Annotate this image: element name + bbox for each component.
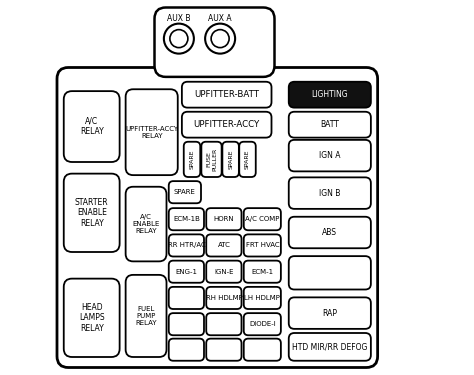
FancyBboxPatch shape [289, 177, 371, 209]
FancyBboxPatch shape [244, 234, 281, 256]
Circle shape [211, 30, 229, 48]
Text: DIODE-I: DIODE-I [249, 321, 276, 327]
Text: ATC: ATC [218, 243, 230, 249]
Text: UPFITTER-BATT: UPFITTER-BATT [194, 90, 259, 99]
Text: IGN B: IGN B [319, 189, 340, 198]
FancyBboxPatch shape [222, 142, 239, 177]
FancyBboxPatch shape [126, 275, 166, 357]
FancyBboxPatch shape [182, 82, 272, 108]
FancyBboxPatch shape [289, 217, 371, 248]
FancyBboxPatch shape [289, 112, 371, 138]
Text: IGN-E: IGN-E [214, 268, 234, 274]
FancyBboxPatch shape [169, 313, 204, 335]
Text: SPARE: SPARE [174, 189, 196, 195]
Text: UPFITTER-ACCY
RELAY: UPFITTER-ACCY RELAY [125, 126, 178, 139]
Text: SPARE: SPARE [228, 150, 233, 169]
FancyBboxPatch shape [206, 339, 241, 361]
FancyBboxPatch shape [64, 279, 119, 357]
FancyBboxPatch shape [169, 208, 204, 230]
FancyBboxPatch shape [244, 313, 281, 335]
Circle shape [170, 30, 188, 48]
Text: SPARE: SPARE [190, 150, 194, 169]
FancyBboxPatch shape [289, 82, 371, 108]
Text: AUX B: AUX B [167, 14, 191, 23]
FancyBboxPatch shape [169, 339, 204, 361]
FancyBboxPatch shape [289, 140, 371, 171]
FancyBboxPatch shape [57, 68, 378, 368]
FancyBboxPatch shape [206, 208, 241, 230]
Text: FUSE
PULLER: FUSE PULLER [206, 148, 217, 171]
FancyBboxPatch shape [169, 181, 201, 203]
FancyBboxPatch shape [182, 112, 272, 138]
Text: ABS: ABS [322, 228, 337, 237]
FancyBboxPatch shape [244, 339, 281, 361]
Text: LH HDLMP: LH HDLMP [245, 295, 280, 301]
FancyBboxPatch shape [206, 313, 241, 335]
Text: BATT: BATT [320, 120, 339, 129]
Text: IGN A: IGN A [319, 151, 340, 160]
Text: ECM-1: ECM-1 [251, 268, 273, 274]
FancyBboxPatch shape [126, 187, 166, 261]
Circle shape [164, 24, 194, 54]
FancyBboxPatch shape [289, 297, 371, 329]
FancyBboxPatch shape [169, 287, 204, 309]
FancyBboxPatch shape [169, 234, 204, 256]
Text: FRT HVAC: FRT HVAC [246, 243, 279, 249]
FancyBboxPatch shape [201, 142, 222, 177]
Text: AUX A: AUX A [208, 14, 232, 23]
FancyBboxPatch shape [155, 8, 274, 77]
FancyBboxPatch shape [184, 142, 200, 177]
Text: HTD MIR/RR DEFOG: HTD MIR/RR DEFOG [292, 342, 367, 351]
Text: HEAD
LAMPS
RELAY: HEAD LAMPS RELAY [79, 303, 104, 333]
FancyBboxPatch shape [169, 261, 204, 283]
FancyBboxPatch shape [64, 91, 119, 162]
FancyBboxPatch shape [206, 261, 241, 283]
Text: SPARE: SPARE [245, 150, 250, 169]
FancyBboxPatch shape [239, 142, 256, 177]
Text: ECM-1B: ECM-1B [173, 216, 200, 222]
Text: RAP: RAP [322, 309, 337, 318]
Text: LIGHTING: LIGHTING [311, 90, 348, 99]
Text: ENG-1: ENG-1 [175, 268, 197, 274]
FancyBboxPatch shape [126, 89, 178, 175]
Text: A/C COMP: A/C COMP [245, 216, 280, 222]
FancyBboxPatch shape [244, 287, 281, 309]
Text: RH HDLMP: RH HDLMP [206, 295, 242, 301]
FancyBboxPatch shape [289, 333, 371, 361]
Text: A/C
ENABLE
RELAY: A/C ENABLE RELAY [132, 214, 160, 234]
Circle shape [205, 24, 235, 54]
FancyBboxPatch shape [289, 256, 371, 290]
Text: FUEL
PUMP
RELAY: FUEL PUMP RELAY [135, 306, 157, 326]
FancyBboxPatch shape [206, 234, 241, 256]
FancyBboxPatch shape [244, 208, 281, 230]
FancyBboxPatch shape [244, 261, 281, 283]
Text: UPFITTER-ACCY: UPFITTER-ACCY [193, 120, 260, 129]
Text: A/C
RELAY: A/C RELAY [80, 117, 103, 136]
Text: RR HTR/AC: RR HTR/AC [167, 243, 205, 249]
FancyBboxPatch shape [206, 287, 241, 309]
FancyBboxPatch shape [64, 174, 119, 252]
Text: HORN: HORN [214, 216, 234, 222]
Text: STARTER
ENABLE
RELAY: STARTER ENABLE RELAY [75, 198, 109, 228]
